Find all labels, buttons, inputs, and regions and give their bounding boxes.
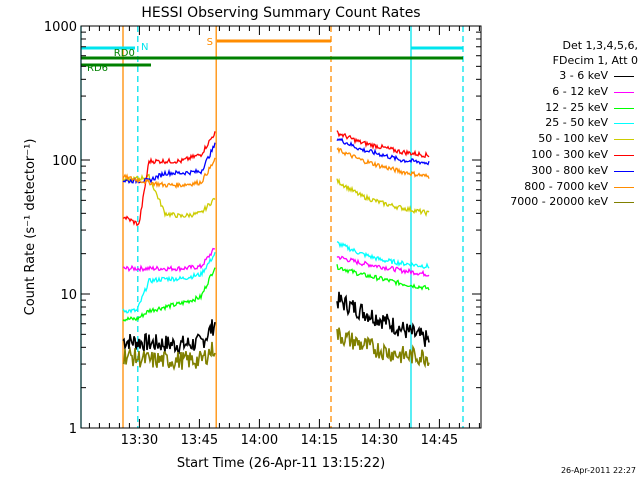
series-line	[122, 341, 216, 371]
legend-entry-label: 12 - 25 keV	[545, 100, 608, 114]
legend-entry-label: 800 - 7000 keV	[524, 179, 608, 193]
legend-entry: 12 - 25 keV	[478, 100, 638, 116]
legend-entry: 6 - 12 keV	[478, 84, 638, 100]
legend-swatch	[614, 202, 634, 204]
flag-label: N	[141, 42, 148, 53]
legend-entry-label: 300 - 800 keV	[531, 163, 608, 177]
flag-label: S	[207, 37, 213, 48]
plot-frame	[80, 25, 482, 429]
series-line	[336, 264, 430, 291]
legend-swatch	[614, 76, 634, 77]
legend-swatch	[614, 123, 634, 125]
x-axis-label: Start Time (26-Apr-11 13:15:22)	[177, 456, 385, 471]
legend-entry-label: 3 - 6 keV	[559, 69, 608, 82]
legend-entry: 3 - 6 keV	[478, 68, 638, 84]
legend-swatch	[614, 139, 634, 141]
legend-entry-label: 100 - 300 keV	[531, 147, 608, 161]
series-line	[122, 267, 216, 322]
legend-header-decimation: FDecim 1, Att 0	[552, 54, 638, 67]
series-line	[122, 252, 216, 314]
y-tick-label: 1000	[44, 20, 77, 35]
series-line	[336, 241, 430, 269]
legend-entry: 7000 - 20000 keV	[478, 194, 638, 210]
series-line	[122, 157, 216, 190]
legend-entry-label: 25 - 50 keV	[545, 116, 608, 130]
series-line	[336, 177, 430, 217]
chart-title: HESSI Observing Summary Count Rates	[141, 5, 420, 21]
legend-swatch	[614, 91, 634, 93]
x-tick-label: 14:45	[421, 433, 458, 448]
x-tick-label: 14:00	[241, 433, 278, 448]
legend-swatch	[614, 154, 634, 156]
x-tick-label: 13:45	[181, 433, 218, 448]
series-line	[336, 130, 430, 158]
legend-entry: 800 - 7000 keV	[478, 179, 638, 195]
y-tick-label: 1	[69, 422, 77, 437]
x-tick-label: 13:30	[121, 433, 158, 448]
legend-entry: 300 - 800 keV	[478, 163, 638, 179]
series-line	[122, 173, 216, 219]
series-line	[336, 291, 430, 347]
legend: Det 1,3,4,5,6, FDecim 1, Att 0 3 - 6 keV…	[478, 38, 638, 210]
legend-swatch	[614, 170, 634, 172]
generated-timestamp: 26-Apr-2011 22:27	[560, 466, 636, 475]
legend-swatch	[614, 107, 634, 109]
series-line	[336, 327, 430, 369]
legend-entry: 100 - 300 keV	[478, 147, 638, 163]
legend-entry-label: 50 - 100 keV	[538, 132, 608, 146]
flag-label: RD6	[87, 63, 108, 74]
y-tick-label: 10	[60, 288, 77, 303]
legend-entry-label: 6 - 12 keV	[552, 84, 608, 98]
series-line	[336, 255, 430, 277]
legend-swatch	[614, 186, 634, 188]
y-axis-label: Count Rate (s⁻¹ detector⁻¹)	[23, 139, 38, 316]
series-line	[336, 137, 430, 166]
x-tick-label: 14:30	[361, 433, 398, 448]
legend-entry-label: 7000 - 20000 keV	[510, 195, 608, 209]
flag-label: RD0	[114, 48, 135, 59]
x-tick-label: 14:15	[301, 433, 338, 448]
series-line	[122, 247, 215, 273]
y-tick-label: 100	[52, 154, 77, 169]
legend-entry: 25 - 50 keV	[478, 115, 638, 131]
series-line	[336, 146, 430, 179]
series-line	[122, 319, 216, 355]
legend-header-detectors: Det 1,3,4,5,6,	[562, 39, 638, 52]
series-line	[123, 131, 216, 227]
legend-entry: 50 - 100 keV	[478, 131, 638, 147]
